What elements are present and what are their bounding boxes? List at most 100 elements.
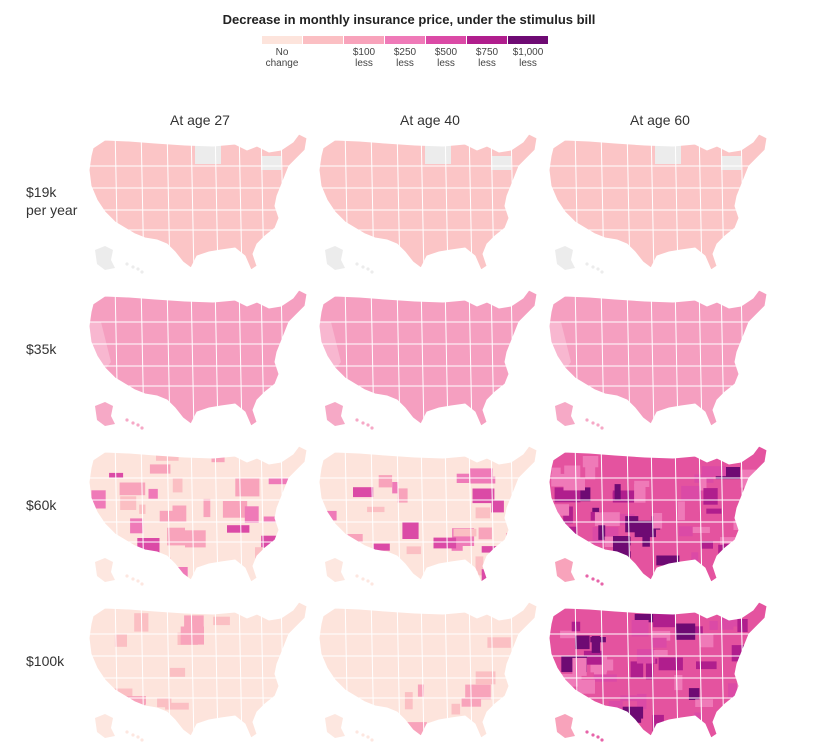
alaska-shape bbox=[95, 714, 115, 738]
county-region bbox=[116, 564, 131, 572]
county-region bbox=[397, 488, 408, 503]
hawaii-island bbox=[366, 735, 370, 739]
county-region bbox=[244, 506, 259, 523]
us-map-svg bbox=[548, 445, 768, 586]
county-region bbox=[235, 478, 260, 497]
us-map-svg bbox=[548, 289, 768, 430]
county-region bbox=[651, 630, 671, 641]
map-19k-age-40 bbox=[315, 126, 545, 276]
county-region bbox=[709, 620, 718, 630]
county-region bbox=[185, 530, 206, 548]
us-outline bbox=[88, 601, 308, 739]
hawaii-island bbox=[585, 730, 589, 734]
state-border bbox=[468, 602, 473, 738]
county-region bbox=[142, 540, 151, 548]
county-region bbox=[433, 537, 457, 549]
region-layer bbox=[549, 602, 767, 738]
hawaii-island bbox=[596, 735, 600, 739]
county-region bbox=[720, 621, 734, 630]
legend-label: $1,000 less bbox=[512, 47, 544, 69]
us-outline bbox=[548, 289, 768, 427]
county-region bbox=[172, 477, 183, 493]
state-border bbox=[468, 134, 473, 270]
county-region bbox=[631, 620, 649, 637]
county-region bbox=[494, 567, 507, 575]
county-region bbox=[699, 477, 707, 491]
county-region bbox=[167, 527, 185, 546]
state-border bbox=[468, 446, 473, 582]
us-outline bbox=[548, 133, 768, 271]
us-map-svg bbox=[318, 445, 538, 586]
county-region bbox=[694, 712, 702, 732]
county-region bbox=[583, 650, 602, 665]
county-region bbox=[653, 608, 675, 628]
hawaii-island bbox=[131, 733, 135, 737]
column-header-age-27: At age 27 bbox=[170, 112, 230, 128]
hawaii-island bbox=[361, 577, 365, 581]
hawaii-island bbox=[596, 423, 600, 427]
legend-item-no-change: No change bbox=[262, 36, 302, 69]
county-region bbox=[552, 523, 571, 532]
county-region bbox=[700, 634, 714, 648]
hawaii-island bbox=[596, 267, 600, 271]
county-region bbox=[720, 537, 740, 546]
state-border bbox=[698, 134, 703, 270]
county-region bbox=[634, 480, 650, 487]
county-region bbox=[167, 567, 188, 578]
county-region bbox=[651, 637, 667, 648]
county-region bbox=[552, 504, 570, 516]
county-region bbox=[737, 671, 760, 689]
county-region bbox=[687, 526, 710, 533]
county-region bbox=[378, 475, 393, 488]
county-region bbox=[695, 699, 713, 707]
us-outline bbox=[318, 133, 538, 271]
county-region bbox=[353, 487, 374, 498]
contiguous-us-shape bbox=[89, 290, 307, 426]
us-map-svg bbox=[318, 601, 538, 742]
hawaii-island bbox=[600, 270, 604, 274]
row-header-60k: $60k bbox=[26, 496, 56, 514]
california-region bbox=[89, 322, 111, 372]
hawaii-island bbox=[125, 262, 129, 266]
hawaii-island bbox=[355, 262, 359, 266]
row-header-line: $35k bbox=[26, 341, 57, 357]
hawaii-island bbox=[585, 418, 589, 422]
state-border bbox=[650, 602, 655, 738]
county-region bbox=[668, 723, 679, 738]
county-region bbox=[119, 482, 146, 496]
legend-swatch bbox=[262, 36, 302, 44]
hawaii-island bbox=[370, 582, 374, 586]
county-region bbox=[120, 496, 137, 510]
hawaii-island bbox=[140, 426, 144, 430]
legend-swatch bbox=[344, 36, 384, 44]
county-region bbox=[159, 510, 183, 523]
county-region bbox=[743, 687, 757, 706]
hawaii-island bbox=[366, 267, 370, 271]
state-border bbox=[420, 134, 425, 270]
county-region bbox=[658, 657, 683, 671]
county-region bbox=[184, 615, 204, 634]
county-region bbox=[701, 466, 726, 477]
no-data-region bbox=[425, 144, 451, 164]
map-100k-age-27 bbox=[85, 594, 315, 744]
county-region bbox=[284, 512, 303, 523]
county-region bbox=[567, 694, 581, 705]
us-outline bbox=[88, 289, 308, 427]
county-region bbox=[582, 456, 599, 468]
county-region bbox=[523, 481, 537, 488]
county-region bbox=[677, 501, 685, 521]
county-region bbox=[149, 464, 171, 474]
contiguous-us-shape bbox=[319, 602, 537, 738]
hawaii-island bbox=[366, 579, 370, 583]
map-35k-age-27 bbox=[85, 282, 315, 432]
alaska-shape bbox=[325, 558, 345, 582]
us-outline bbox=[318, 601, 538, 739]
state-border bbox=[698, 602, 703, 738]
county-region bbox=[392, 482, 399, 494]
map-19k-age-60 bbox=[545, 126, 775, 276]
hawaii-island bbox=[125, 730, 129, 734]
county-region bbox=[637, 693, 647, 710]
chart-title: Decrease in monthly insurance price, und… bbox=[222, 12, 596, 27]
hawaii-island bbox=[355, 418, 359, 422]
legend-item-250: $250 less bbox=[385, 36, 425, 69]
